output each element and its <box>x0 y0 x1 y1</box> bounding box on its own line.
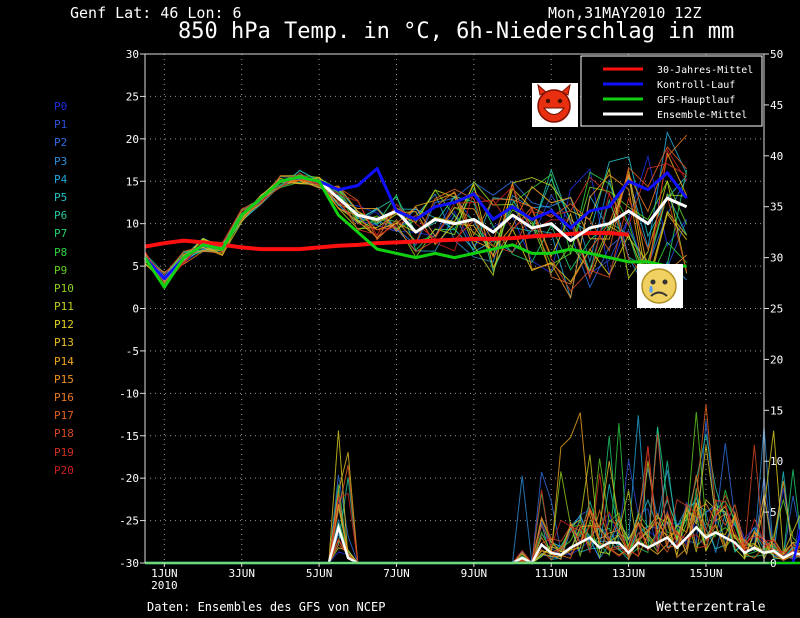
right-tick-label: 0 <box>770 557 777 570</box>
precip-ensemble-mittel <box>145 522 800 565</box>
member-precip-line <box>145 415 800 564</box>
left-tick-label: 5 <box>132 260 139 273</box>
devil-eye <box>557 98 563 104</box>
legend-label: GFS-Hauptlauf <box>657 95 735 106</box>
member-label: P20 <box>54 463 74 477</box>
x-tick-label: 15JUN <box>689 567 722 580</box>
right-tick-label: 20 <box>770 353 783 366</box>
member-label: P7 <box>54 227 68 241</box>
member-temp-line <box>144 167 688 280</box>
member-label: P1 <box>54 118 68 132</box>
devil-horn <box>561 83 571 96</box>
axes: 302520151050-5-10-15-20-25-3050454035302… <box>119 48 783 592</box>
member-label: P16 <box>54 391 74 404</box>
member-label: P12 <box>54 318 74 332</box>
member-label: P18 <box>54 427 74 441</box>
member-label: P8 <box>54 245 68 259</box>
right-tick-label: 30 <box>770 252 783 265</box>
member-label: P15 <box>54 372 74 386</box>
member-label: P10 <box>54 281 74 295</box>
sad-face <box>641 268 677 304</box>
member-precip-line <box>145 446 800 565</box>
right-tick-label: 45 <box>770 99 783 112</box>
member-label: P0 <box>54 100 68 113</box>
devil-grin <box>542 107 566 115</box>
member-precip-line <box>145 434 800 564</box>
member-precip-line <box>145 471 800 564</box>
legend-label: Ensemble-Mittel <box>657 110 747 121</box>
left-tick-label: -20 <box>119 472 139 485</box>
sad-tear <box>649 286 653 293</box>
right-tick-label: 5 <box>770 506 777 519</box>
x-tick-label: 9JUN <box>461 567 488 580</box>
left-tick-label: -30 <box>119 557 139 570</box>
member-temp-line <box>144 148 688 287</box>
temperature-lines <box>143 130 688 300</box>
x-tick-label: 13JUN <box>612 567 645 580</box>
devil-eye <box>545 98 551 104</box>
location-header: Genf Lat: 46 Lon: 6 <box>70 4 242 22</box>
icons <box>532 83 683 308</box>
left-tick-label: 30 <box>126 48 139 61</box>
member-label: P13 <box>54 336 74 350</box>
left-tick-label: 10 <box>126 218 139 231</box>
left-tick-label: -5 <box>126 345 139 358</box>
left-tick-label: 0 <box>132 303 139 316</box>
legend-label: Kontroll-Lauf <box>657 80 735 91</box>
data-source: Daten: Ensembles des GFS von NCEP <box>147 600 386 614</box>
year-label: 2010 <box>151 579 178 592</box>
member-label: P17 <box>54 409 74 423</box>
x-tick-label: 1JUN <box>151 567 178 580</box>
member-label: P6 <box>54 209 68 223</box>
x-tick-label: 3JUN <box>228 567 255 580</box>
right-tick-label: 40 <box>770 150 783 163</box>
brand-label: Wetterzentrale <box>656 600 766 615</box>
right-tick-label: 25 <box>770 303 783 316</box>
right-tick-label: 10 <box>770 455 783 468</box>
run-date: Mon,31MAY2010 12Z <box>548 4 702 22</box>
legend-label: 30-Jahres-Mittel <box>657 65 753 76</box>
member-label: P2 <box>54 136 68 150</box>
left-tick-label: -15 <box>119 430 139 443</box>
member-label: P9 <box>54 263 68 277</box>
member-label: P11 <box>54 300 74 314</box>
member-precip-line <box>145 471 800 564</box>
member-label: P3 <box>54 154 68 168</box>
plot-frame <box>144 53 765 564</box>
devil-face <box>537 89 571 123</box>
left-tick-label: -10 <box>119 387 139 400</box>
left-tick-label: 20 <box>126 133 139 146</box>
chart-title: 850 hPa Temp. in °C, 6h-Niederschlag in … <box>178 19 735 44</box>
sad-mouth <box>650 291 668 297</box>
member-label: P4 <box>54 172 68 186</box>
legend: 30-Jahres-Mittel Kontroll-Lauf GFS-Hauptla… <box>580 55 763 127</box>
right-tick-label: 15 <box>770 404 783 417</box>
member-label: P5 <box>54 190 68 204</box>
grid <box>145 54 764 563</box>
right-tick-label: 50 <box>770 48 783 61</box>
devil-smiley-icon <box>532 83 578 127</box>
left-tick-label: 15 <box>126 175 139 188</box>
devil-horn <box>537 83 547 96</box>
sad-smiley-icon <box>637 264 683 308</box>
x-tick-label: 7JUN <box>383 567 410 580</box>
left-tick-label: -25 <box>119 515 139 528</box>
sad-eye <box>650 279 656 285</box>
x-tick-label: 5JUN <box>306 567 333 580</box>
member-precip-line <box>145 430 800 564</box>
member-precip-line <box>145 474 800 564</box>
member-label: P14 <box>54 354 74 368</box>
member-precip-line <box>145 473 800 564</box>
series-gfs-hauptlauf <box>143 175 687 289</box>
sad-eye <box>662 279 668 285</box>
left-tick-label: 25 <box>126 90 139 103</box>
member-legend: P0 P1 P2 P3 P4 P5 P6 P7 P8 P9 P10 P11 P12 P13 P14 P15 P1… <box>54 100 94 483</box>
member-label: P19 <box>54 445 74 459</box>
right-tick-label: 35 <box>770 201 783 214</box>
x-tick-label: 11JUN <box>535 567 568 580</box>
precipitation-lines <box>145 404 800 565</box>
